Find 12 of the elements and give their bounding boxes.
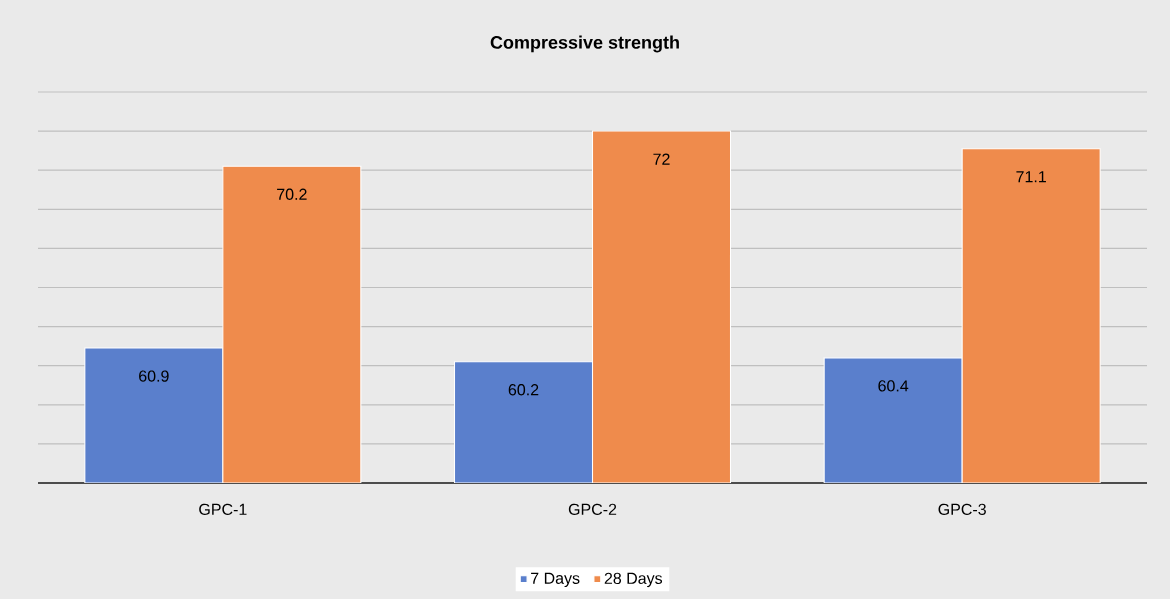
- data-label: 60.9: [139, 370, 169, 382]
- legend-label: 7 Days: [531, 572, 580, 588]
- chart-title: Compressive strength: [490, 35, 679, 53]
- data-label: 72: [653, 153, 670, 165]
- data-label: 70.2: [277, 188, 307, 200]
- x-tick-label: GPC-1: [199, 503, 247, 516]
- legend-label: 28 Days: [604, 572, 663, 588]
- data-label: 71.1: [1016, 171, 1046, 183]
- data-label: 60.4: [878, 380, 909, 392]
- data-label: 60.2: [508, 384, 539, 396]
- x-tick-label: GPC-2: [568, 503, 617, 516]
- x-tick-label: GPC-3: [938, 503, 986, 516]
